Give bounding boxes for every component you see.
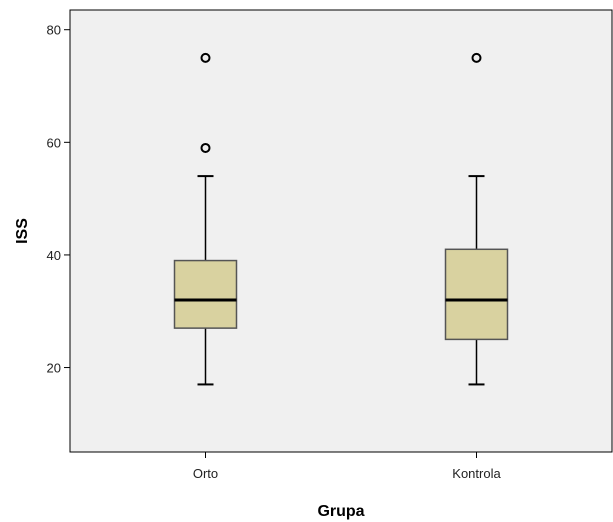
x-tick-label: Orto: [193, 466, 218, 481]
y-tick-label: 60: [47, 135, 61, 150]
y-tick-label: 80: [47, 23, 61, 38]
x-axis: Orto Kontrola: [193, 452, 501, 481]
boxes-group: [173, 52, 509, 386]
outlier-point: [200, 52, 211, 63]
y-tick-label: 20: [47, 361, 61, 376]
box-iqr: [444, 248, 509, 341]
y-axis: 20 40 60 80: [47, 23, 70, 376]
outlier-point: [200, 142, 211, 153]
y-axis-title: ISS: [14, 218, 31, 244]
box-iqr: [173, 259, 238, 329]
x-axis-title: Grupa: [317, 503, 364, 520]
x-tick-label: Kontrola: [452, 466, 501, 481]
y-tick-label: 40: [47, 248, 61, 263]
plot-area: [69, 9, 613, 453]
outlier-point: [471, 52, 482, 63]
